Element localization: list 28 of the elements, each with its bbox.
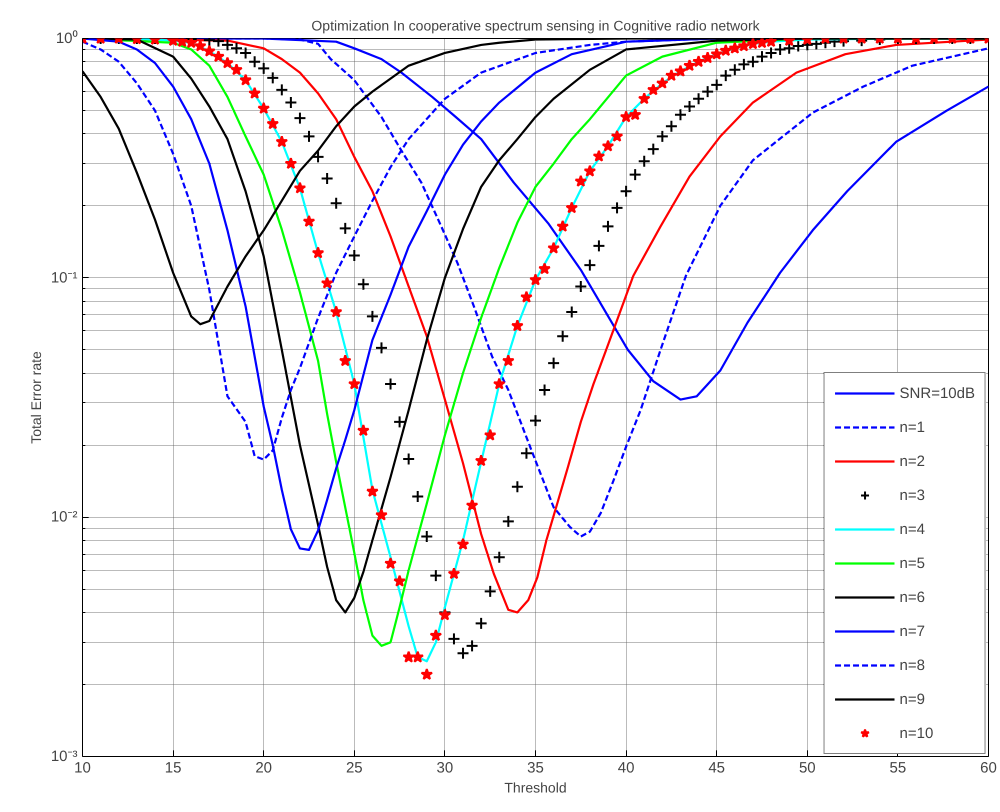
- y-tick-label: 10⁰: [56, 30, 78, 47]
- x-tick-label: 15: [164, 760, 182, 776]
- x-axis-title: Threshold: [504, 780, 567, 796]
- legend-label: SNR=10dB: [900, 384, 975, 402]
- legend-label: n=3: [900, 486, 925, 504]
- x-tick-label: 10: [74, 760, 91, 776]
- legend-label: n=5: [900, 554, 925, 572]
- x-tick-label: 55: [890, 760, 906, 776]
- x-tick-label: 40: [618, 760, 634, 776]
- x-tick-label: 45: [708, 760, 726, 776]
- legend-label: n=2: [900, 452, 925, 470]
- x-tick-label: 50: [798, 760, 816, 776]
- x-tick-label: 35: [527, 760, 544, 776]
- y-tick-label: 10⁻¹: [50, 269, 78, 286]
- x-tick-label: 20: [255, 760, 272, 776]
- chart-title: Optimization In cooperative spectrum sensing in Cognitive radio network: [311, 18, 761, 34]
- legend-label: n=6: [900, 588, 925, 606]
- x-tick-label: 30: [436, 760, 454, 776]
- legend-label: n=1: [900, 418, 925, 436]
- y-tick-label: 10⁻²: [50, 508, 78, 526]
- legend-label: n=4: [900, 520, 925, 538]
- x-tick-label: 25: [346, 760, 363, 776]
- legend-label: n=10: [900, 724, 934, 742]
- legend-label: n=7: [900, 622, 925, 640]
- legend-label: n=8: [900, 656, 925, 674]
- y-axis-title: Total Error rate: [28, 350, 44, 444]
- legend-label: n=9: [900, 690, 925, 708]
- x-tick-label: 60: [980, 760, 997, 776]
